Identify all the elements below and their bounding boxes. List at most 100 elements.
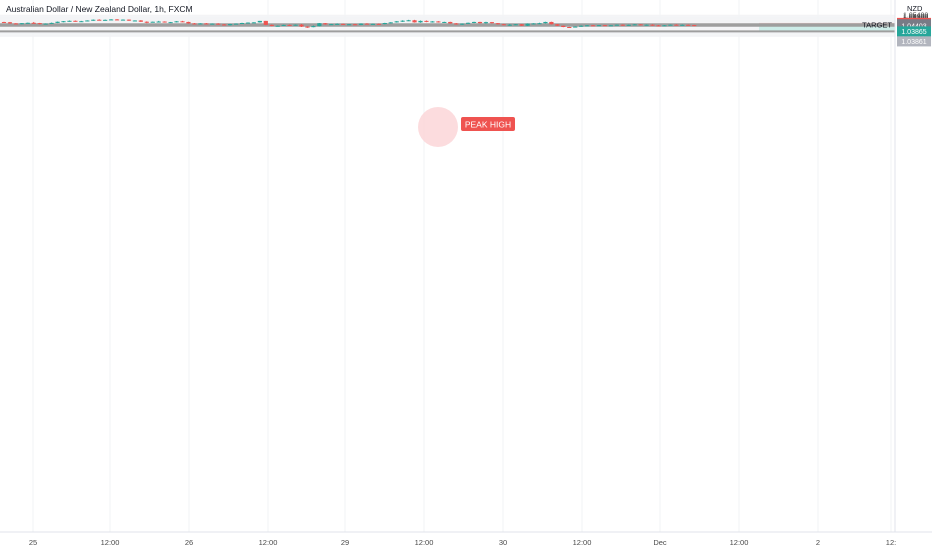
- candle-body: [293, 24, 298, 26]
- candle-body: [341, 23, 346, 25]
- candle: [555, 24, 560, 26]
- candle: [406, 19, 411, 22]
- y-tick-label: 1.05400: [903, 13, 928, 20]
- candle: [204, 23, 209, 25]
- candle: [466, 22, 471, 24]
- candle: [418, 20, 423, 23]
- candle-body: [626, 24, 631, 26]
- candles: [1, 19, 697, 29]
- candle: [335, 23, 340, 25]
- candle-body: [67, 20, 72, 22]
- candle-body: [31, 22, 36, 24]
- candle: [168, 21, 173, 24]
- candle: [120, 19, 126, 21]
- candle: [460, 23, 465, 25]
- candle: [513, 24, 518, 26]
- candle-body: [352, 24, 358, 26]
- candle-body: [358, 23, 364, 25]
- candle-body: [466, 22, 471, 24]
- candle-body: [329, 24, 334, 26]
- candle-body: [454, 23, 459, 25]
- candle-body: [55, 21, 60, 23]
- candle-body: [573, 26, 578, 28]
- candle: [674, 24, 679, 26]
- grid: [0, 0, 895, 532]
- candle: [174, 21, 179, 23]
- candle-body: [228, 24, 233, 26]
- candle-body: [114, 19, 120, 21]
- candle-body: [561, 25, 566, 28]
- candle-body: [269, 24, 274, 26]
- candle: [692, 24, 697, 27]
- candle: [644, 24, 649, 26]
- candle-body: [144, 21, 149, 23]
- candle: [245, 22, 251, 24]
- candle: [126, 19, 132, 21]
- candle-body: [251, 22, 256, 24]
- candle: [1, 21, 7, 24]
- candle-body: [674, 24, 679, 26]
- candle-body: [186, 21, 191, 24]
- peak-high-label-bg: [461, 117, 515, 131]
- candle-body: [222, 24, 227, 26]
- candle-body: [424, 20, 429, 22]
- candle-body: [275, 25, 280, 27]
- candle: [358, 23, 364, 26]
- candle: [192, 23, 197, 25]
- x-tick-label: 30: [499, 538, 507, 547]
- time-axis[interactable]: 25 12:00 26 12:00 29 12:00 30 12:00 Dec 12:00 2 12:: [29, 538, 896, 547]
- candle: [436, 21, 441, 23]
- candle: [531, 23, 536, 25]
- candle-body: [347, 24, 352, 26]
- candle: [519, 24, 524, 26]
- candle: [198, 23, 203, 25]
- candle-body: [585, 25, 590, 27]
- x-tick-label: 25: [29, 538, 37, 547]
- candle-body: [412, 20, 417, 23]
- candle-body: [644, 24, 649, 26]
- candle-body: [394, 21, 399, 23]
- candle: [138, 20, 143, 22]
- candle-body: [239, 23, 245, 25]
- price-badge: 1.03865: [897, 26, 931, 37]
- candle: [114, 19, 120, 21]
- candle: [656, 25, 661, 27]
- candle: [489, 21, 494, 24]
- candle-body: [525, 23, 530, 26]
- candle: [668, 24, 673, 26]
- candle: [233, 23, 239, 25]
- candle: [55, 21, 60, 24]
- candle: [483, 21, 489, 24]
- candle-body: [198, 23, 203, 25]
- candle: [686, 24, 691, 26]
- candle-body: [436, 21, 441, 23]
- candle: [501, 23, 506, 26]
- candle: [382, 22, 387, 25]
- candle: [608, 25, 613, 27]
- candle-body: [656, 25, 661, 27]
- candle-body: [620, 24, 625, 26]
- candle: [632, 24, 637, 26]
- candle: [579, 25, 584, 27]
- candle: [156, 20, 161, 23]
- candle: [228, 23, 233, 26]
- candle: [299, 24, 304, 28]
- candle-body: [543, 21, 548, 24]
- candle-body: [168, 22, 173, 24]
- candle: [162, 21, 167, 23]
- candle: [352, 23, 358, 26]
- candle-body: [305, 26, 310, 28]
- candle: [269, 24, 274, 27]
- symbol-title: Australian Dollar / New Zealand Dollar, …: [6, 4, 193, 14]
- candle-body: [204, 23, 209, 25]
- candle-body: [596, 25, 602, 27]
- candle: [567, 26, 572, 29]
- candle-body: [442, 21, 447, 23]
- x-tick-label: 12:00: [415, 538, 434, 547]
- candle: [109, 19, 114, 21]
- candle: [620, 24, 625, 26]
- candle: [287, 24, 292, 26]
- price-badge-text: 1.03865: [901, 29, 926, 36]
- candle: [477, 21, 483, 24]
